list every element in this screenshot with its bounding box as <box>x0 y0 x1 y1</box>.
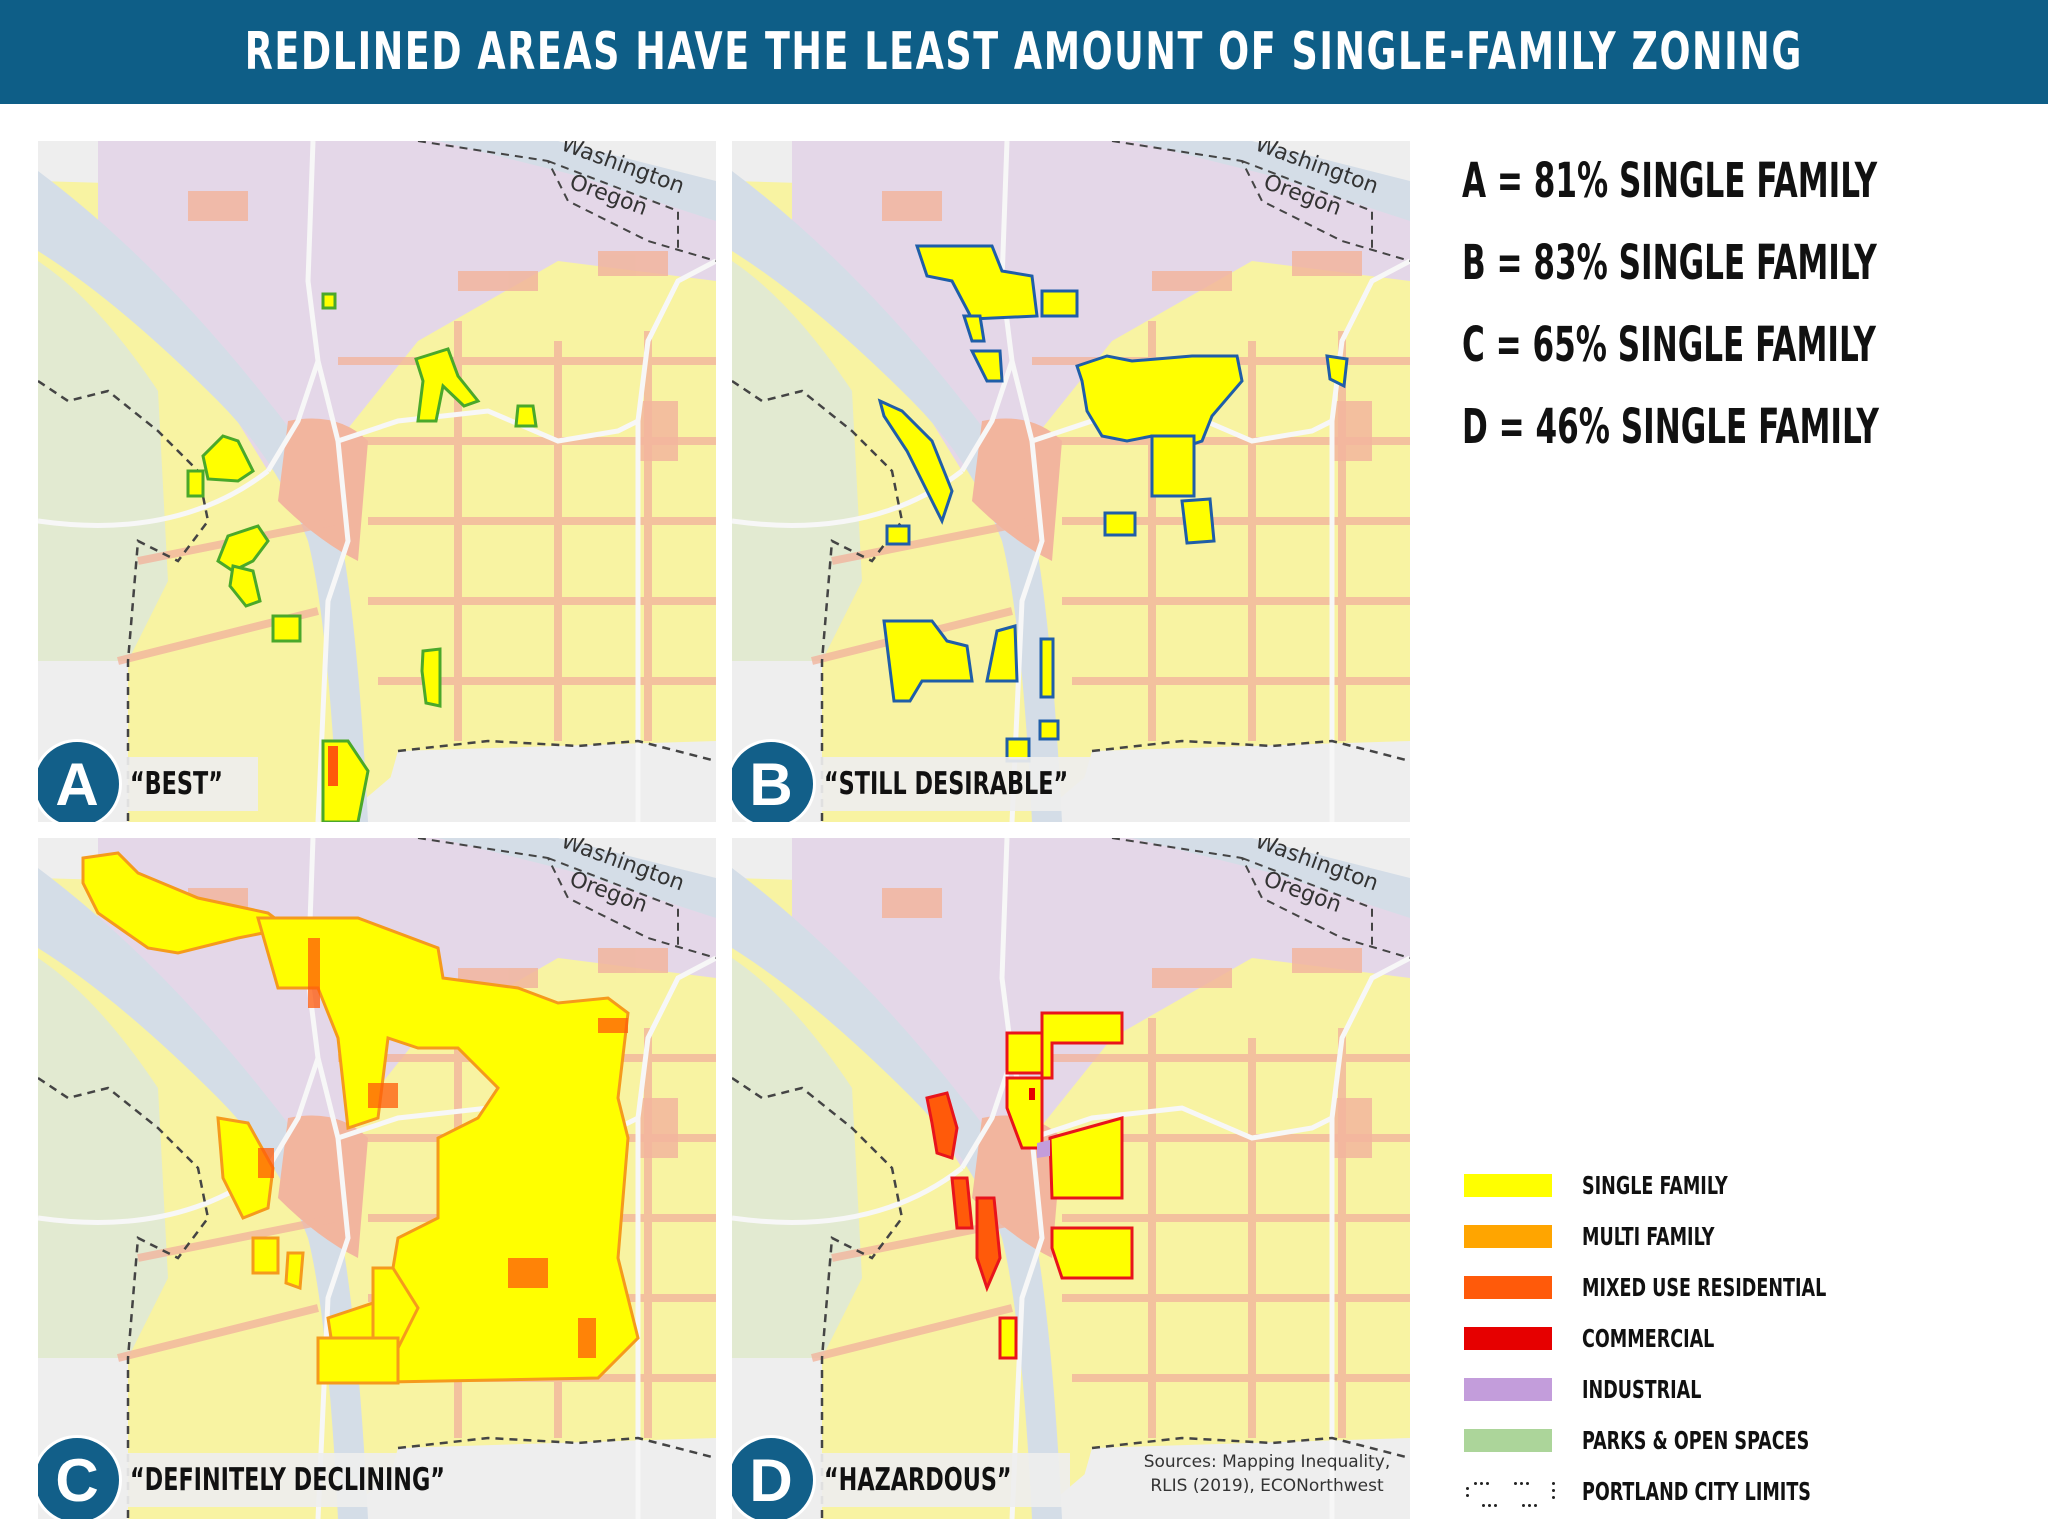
stat-d: D = 46% SINGLE FAMILY <box>1462 399 1879 455</box>
grade-stats: A = 81% SINGLE FAMILY B = 83% SINGLE FAM… <box>1462 140 2041 468</box>
legend-item-mixed-use: MIXED USE RESIDENTIAL <box>1464 1262 1895 1313</box>
mixed-use-swatch <box>1464 1276 1552 1299</box>
grade-badge-b: B <box>732 739 816 822</box>
stat-a: A = 81% SINGLE FAMILY <box>1462 153 1878 209</box>
legend-item-parks: PARKS & OPEN SPACES <box>1464 1415 1895 1466</box>
stat-b: B = 83% SINGLE FAMILY <box>1462 235 1877 291</box>
map-b <box>732 141 1410 822</box>
single-family-swatch <box>1464 1174 1552 1197</box>
sources-line-1: Sources: Mapping Inequality, <box>1143 1452 1391 1472</box>
header-banner: REDLINED AREAS HAVE THE LEAST AMOUNT OF … <box>0 0 2048 104</box>
map-d <box>732 838 1410 1519</box>
map-a <box>38 141 716 822</box>
parks-swatch <box>1464 1429 1552 1452</box>
map-panel-b: Washington Oregon B “STILL DESIRABLE” <box>732 141 1410 822</box>
commercial-swatch <box>1464 1327 1552 1350</box>
multi-family-swatch <box>1464 1225 1552 1248</box>
legend-item-industrial: INDUSTRIAL <box>1464 1364 1895 1415</box>
page-title: REDLINED AREAS HAVE THE LEAST AMOUNT OF … <box>244 22 1804 82</box>
grade-label-a: “BEST” <box>122 757 259 811</box>
map-c <box>38 838 716 1519</box>
map-panel-d: Washington Oregon D “HAZARDOUS” Sources:… <box>732 838 1410 1519</box>
sources-note: Sources: Mapping Inequality, RLIS (2019)… <box>1132 1450 1402 1498</box>
grade-label-b: “STILL DESIRABLE” <box>816 757 1142 811</box>
grade-badge-c: C <box>38 1435 122 1519</box>
legend-item-single-family: SINGLE FAMILY <box>1464 1160 1895 1211</box>
legend-item-city-limits: PORTLAND CITY LIMITS <box>1464 1466 1895 1517</box>
industrial-swatch <box>1464 1378 1552 1401</box>
legend-item-commercial: COMMERCIAL <box>1464 1313 1895 1364</box>
map-panel-c: Washington Oregon C “DEFINITELY DECLININ… <box>38 838 716 1519</box>
grade-label-d: “HAZARDOUS” <box>816 1453 1071 1507</box>
grade-badge-a: A <box>38 739 122 822</box>
map-legend: SINGLE FAMILY MULTI FAMILY MIXED USE RES… <box>1464 1160 1895 1517</box>
grade-badge-d: D <box>732 1435 816 1519</box>
city-limits-dotted-icon <box>1464 1477 1555 1507</box>
grade-label-c: “DEFINITELY DECLINING” <box>122 1453 536 1507</box>
map-panel-a: Washington Oregon A “BEST” <box>38 141 716 822</box>
stat-c: C = 65% SINGLE FAMILY <box>1462 317 1876 373</box>
sources-line-2: RLIS (2019), ECONorthwest <box>1150 1476 1384 1496</box>
legend-item-multi-family: MULTI FAMILY <box>1464 1211 1895 1262</box>
